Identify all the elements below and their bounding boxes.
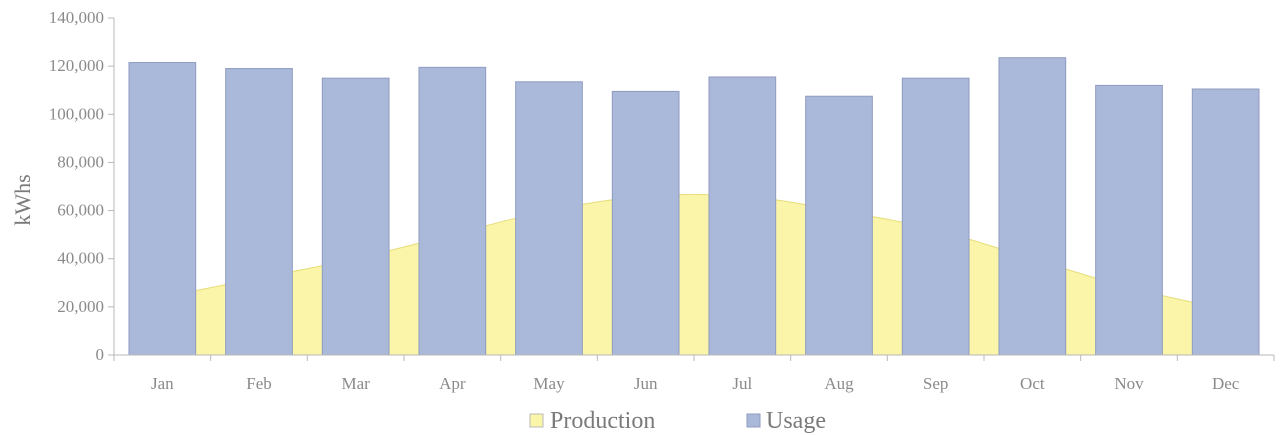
y-tick-label: 80,000 — [57, 152, 104, 171]
y-tick-label: 100,000 — [49, 104, 104, 123]
usage-bar-mar — [321, 77, 390, 356]
x-tick-label-mar: Mar — [342, 374, 371, 393]
y-tick-label: 20,000 — [57, 297, 104, 316]
y-ticks: 0 20,000 40,000 60,000 80,000 100,000 120,000 1… — [49, 8, 114, 364]
legend: Production Usage — [529, 408, 826, 434]
y-tick-label: 40,000 — [57, 249, 104, 268]
x-tick-label-aug: Aug — [824, 374, 854, 393]
usage-bar-aug — [805, 95, 873, 356]
x-tick-label-jan: Jan — [151, 374, 174, 393]
usage-bar-may — [515, 81, 583, 356]
y-tick-label: 0 — [96, 345, 105, 364]
x-tick-label-feb: Feb — [246, 374, 272, 393]
usage-bar-jul — [708, 76, 777, 356]
x-tick-label-jul: Jul — [732, 374, 752, 393]
legend-label-production: Production — [550, 408, 655, 434]
x-tick-label-oct: Oct — [1020, 374, 1045, 393]
legend-swatch-production — [529, 413, 544, 428]
x-tick-label-sep: Sep — [923, 374, 949, 393]
x-ticks: Jan Feb Mar Apr May Jun Jul Aug Sep Oct Nov Dec — [113, 355, 1275, 393]
y-axis-title: kWhs — [10, 174, 35, 225]
usage-bar-nov — [1095, 84, 1163, 356]
x-tick-label-apr: Apr — [439, 374, 466, 393]
x-tick-label-jun: Jun — [634, 374, 658, 393]
usage-bar-sep — [901, 77, 970, 356]
x-tick-label-nov: Nov — [1114, 374, 1144, 393]
usage-bars-layer — [128, 57, 1260, 356]
usage-bar-oct — [998, 57, 1067, 356]
y-tick-label: 120,000 — [49, 56, 104, 75]
usage-bar-dec — [1191, 88, 1260, 356]
x-tick-label-may: May — [533, 374, 565, 393]
legend-label-usage: Usage — [766, 408, 826, 434]
legend-swatch-usage — [746, 413, 761, 428]
y-tick-label: 140,000 — [49, 8, 104, 27]
usage-bar-apr — [418, 66, 487, 356]
y-tick-label: 60,000 — [57, 201, 104, 220]
usage-bar-feb — [225, 68, 293, 356]
x-tick-label-dec: Dec — [1212, 374, 1240, 393]
usage-bar-jan — [128, 62, 197, 356]
usage-bar-jun — [611, 90, 680, 356]
